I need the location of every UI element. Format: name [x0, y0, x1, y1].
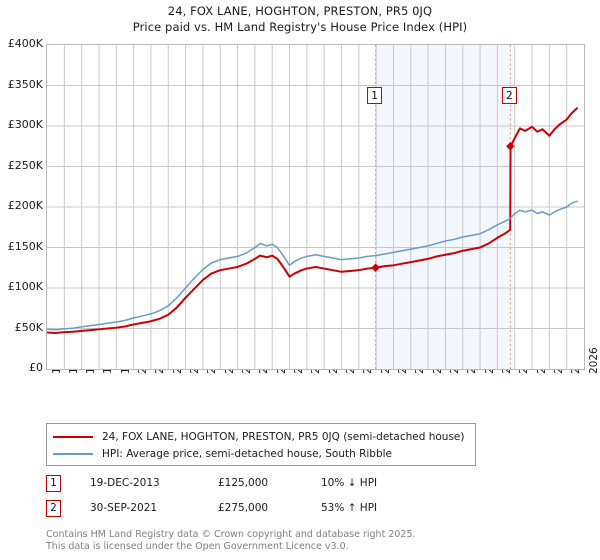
transactions-table: 1 19-DEC-2013 £125,000 10% ↓ HPI 2 30-SE…	[46, 473, 486, 523]
page-title: 24, FOX LANE, HOGHTON, PRESTON, PR5 0JQ	[167, 4, 433, 18]
x-axis-tick-label: 2026	[587, 347, 600, 374]
transaction-hpi-delta: 53% ↑ HPI	[321, 502, 378, 514]
attribution-footer: Contains HM Land Registry data © Crown c…	[46, 529, 566, 552]
transaction-hpi-delta: 10% ↓ HPI	[321, 477, 378, 489]
table-row: 2 30-SEP-2021 £275,000 53% ↑ HPI	[46, 498, 486, 523]
transaction-date: 19-DEC-2013	[90, 477, 160, 489]
transaction-index-badge: 1	[46, 475, 61, 492]
plot-area	[46, 44, 585, 370]
legend-item-property: 24, FOX LANE, HOGHTON, PRESTON, PR5 0JQ …	[47, 428, 475, 445]
chart-marker-badge: 2	[501, 87, 517, 104]
series-line-hpi	[47, 200, 578, 331]
transaction-date: 30-SEP-2021	[90, 502, 158, 514]
series-line-property	[47, 107, 579, 334]
sale-point-marker	[371, 263, 380, 272]
transaction-price: £125,000	[218, 477, 269, 489]
transaction-price: £275,000	[218, 502, 269, 514]
y-axis-tick-label: £150K	[7, 239, 43, 253]
page-subtitle: Price paid vs. HM Land Registry's House …	[132, 20, 468, 34]
y-axis-tick-label: £400K	[7, 37, 43, 50]
y-axis-tick-label: £200K	[7, 199, 43, 212]
chart-canvas	[47, 45, 584, 369]
chart-marker-badge: 1	[367, 87, 383, 104]
y-axis-tick-label: £50K	[14, 320, 43, 334]
y-axis-tick-label: £0	[29, 361, 43, 374]
legend-item-hpi: HPI: Average price, semi-detached house,…	[47, 445, 475, 462]
chart-legend: 24, FOX LANE, HOGHTON, PRESTON, PR5 0JQ …	[46, 423, 476, 466]
y-axis-tick-label: £250K	[7, 158, 43, 172]
copyright-line: Contains HM Land Registry data © Crown c…	[46, 529, 416, 540]
y-axis-tick-label: £100K	[7, 280, 43, 293]
chart-title-block: 24, FOX LANE, HOGHTON, PRESTON, PR5 0JQ …	[0, 3, 600, 35]
data-series-layer	[47, 107, 579, 334]
legend-label-hpi: HPI: Average price, semi-detached house,…	[102, 447, 393, 460]
licence-line: This data is licensed under the Open Gov…	[46, 540, 349, 552]
y-axis-tick-label: £350K	[7, 77, 43, 91]
gridlines-layer	[47, 45, 584, 369]
legend-swatch-hpi	[53, 452, 93, 455]
y-axis-tick-label: £300K	[7, 118, 43, 131]
legend-label-property: 24, FOX LANE, HOGHTON, PRESTON, PR5 0JQ …	[102, 430, 465, 443]
legend-swatch-property	[53, 435, 93, 438]
table-row: 1 19-DEC-2013 £125,000 10% ↓ HPI	[46, 473, 486, 498]
transaction-index-badge: 2	[46, 500, 61, 517]
